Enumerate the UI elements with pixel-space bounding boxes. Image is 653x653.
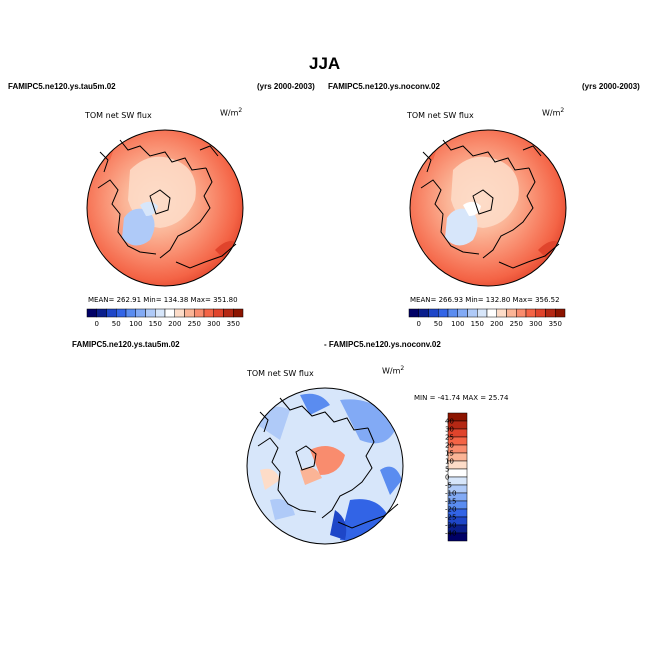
diff-colorbar-tick-label: -15: [445, 498, 456, 506]
diff-colorbar-tick-label: -30: [445, 522, 456, 530]
panel1-colorbar-swatch-3: [116, 308, 127, 318]
diff-colorbar-tick-label: 10: [445, 458, 454, 466]
diff-colorbar-tick-label: -40: [445, 530, 456, 538]
panel1-colorbar-swatch-5: [135, 308, 146, 318]
diff-minmax: MIN = -41.74 MAX = 25.74: [414, 394, 509, 402]
panel2-colorbar-swatch-11: [516, 308, 527, 318]
panel2-colorbar-tick-label: 250: [510, 320, 523, 328]
diff-colorbar-tick-label: -10: [445, 490, 456, 498]
diff-colorbar-swatch-7: [447, 468, 468, 478]
panel2-colorbar-swatch-6: [467, 308, 478, 318]
diff-colorbar-tick-label: 20: [445, 442, 454, 450]
figure-title: JJA: [309, 54, 341, 73]
diff-colorbar-tick-label: 30: [445, 426, 454, 434]
panel2-case-label: FAMIPC5.ne120.ys.noconv.02: [328, 82, 440, 91]
panel1-colorbar-swatch-12: [203, 308, 214, 318]
panel2-colorbar-tick-label: 300: [529, 320, 542, 328]
panel1-variable: TOM net SW flux: [85, 111, 152, 120]
diff-colorbar-tick-label: 5: [445, 466, 449, 474]
panel2-colorbar-swatch-2: [428, 308, 439, 318]
panel1-units: W/m2: [220, 107, 243, 118]
diff-case-left: FAMIPC5.ne120.ys.tau5m.02: [72, 340, 180, 349]
panel1-colorbar-swatch-0: [86, 308, 97, 318]
diff-colorbar-tick-label: 0: [445, 474, 449, 482]
panel2-colorbar-tick-label: 150: [471, 320, 484, 328]
panel2-colorbar-swatch-14: [545, 308, 556, 318]
panel2-colorbar-tick-label: 50: [434, 320, 443, 328]
panel2-colorbar-swatch-4: [447, 308, 458, 318]
diff-colorbar-tick-label: -5: [445, 482, 452, 490]
panel2-colorbar-swatch-15: [555, 308, 566, 318]
panel1-colorbar-tick-label: 0: [95, 320, 99, 328]
panel1-colorbar-swatch-14: [223, 308, 234, 318]
panel2-colorbar: 0 50 100 150 200 250 300 350: [408, 308, 566, 328]
panel1-colorbar-swatch-8: [164, 308, 175, 318]
panel1-colorbar-swatch-2: [106, 308, 117, 318]
panel2-colorbar-swatch-12: [525, 308, 536, 318]
panel1-years-label: (yrs 2000-2003): [257, 82, 315, 91]
panel2-colorbar-swatch-8: [486, 308, 497, 318]
panel1-colorbar-tick-label: 300: [207, 320, 220, 328]
diff-colorbar-tick-label: 25: [445, 434, 454, 442]
panel2-variable: TOM net SW flux: [407, 111, 474, 120]
panel1-colorbar-swatch-7: [155, 308, 166, 318]
panel2-colorbar-tick-label: 100: [451, 320, 464, 328]
panel1-colorbar-tick-label: 200: [168, 320, 181, 328]
diff-polar-map: [246, 387, 404, 545]
diff-colorbar-tick-label: -20: [445, 506, 456, 514]
panel1-polar-map: [86, 129, 244, 287]
panel1-colorbar-tick-label: 250: [188, 320, 201, 328]
diff-colorbar-tick-label: 40: [445, 418, 454, 426]
panel2-colorbar-swatch-7: [477, 308, 488, 318]
panel2-colorbar-swatch-13: [535, 308, 546, 318]
diff-case-right: - FAMIPC5.ne120.ys.noconv.02: [324, 340, 441, 349]
panel2-stats: MEAN= 266.93 Min= 132.80 Max= 356.52: [410, 296, 560, 304]
diff-units: W/m2: [382, 365, 405, 376]
panel1-colorbar-tick-label: 150: [149, 320, 162, 328]
panel1-colorbar-tick-label: 50: [112, 320, 121, 328]
panel1-colorbar: 0 50 100 150 200 250 300 350: [86, 308, 244, 328]
panel1-colorbar-swatch-13: [213, 308, 224, 318]
panel2-colorbar-tick-label: 0: [417, 320, 421, 328]
panel2-years-label: (yrs 2000-2003): [582, 82, 640, 91]
panel1-colorbar-swatch-9: [174, 308, 185, 318]
panel1-colorbar-swatch-4: [125, 308, 136, 318]
diff-colorbar-tick-label: 15: [445, 450, 454, 458]
panel2-units: W/m2: [542, 107, 565, 118]
panel2-colorbar-swatch-9: [496, 308, 507, 318]
diff-colorbar-swatch-15: [447, 532, 468, 542]
diff-colorbar-tick-label: -25: [445, 514, 456, 522]
panel2-colorbar-swatch-3: [438, 308, 449, 318]
panel1-stats: MEAN= 262.91 Min= 134.38 Max= 351.80: [88, 296, 238, 304]
panel1-colorbar-swatch-1: [96, 308, 107, 318]
panel1-colorbar-swatch-11: [194, 308, 205, 318]
panel1-colorbar-swatch-10: [184, 308, 195, 318]
panel2-colorbar-swatch-1: [418, 308, 429, 318]
panel2-colorbar-tick-label: 350: [549, 320, 562, 328]
diff-variable: TOM net SW flux: [247, 369, 314, 378]
panel1-colorbar-swatch-15: [233, 308, 244, 318]
panel1-colorbar-tick-label: 350: [227, 320, 240, 328]
panel2-colorbar-swatch-10: [506, 308, 517, 318]
panel2-colorbar-swatch-5: [457, 308, 468, 318]
panel1-colorbar-swatch-6: [145, 308, 156, 318]
panel2-colorbar-tick-label: 200: [490, 320, 503, 328]
panel1-case-label: FAMIPC5.ne120.ys.tau5m.02: [8, 82, 116, 91]
panel2-polar-map: [409, 129, 567, 287]
panel2-colorbar-swatch-0: [408, 308, 419, 318]
panel1-colorbar-tick-label: 100: [129, 320, 142, 328]
